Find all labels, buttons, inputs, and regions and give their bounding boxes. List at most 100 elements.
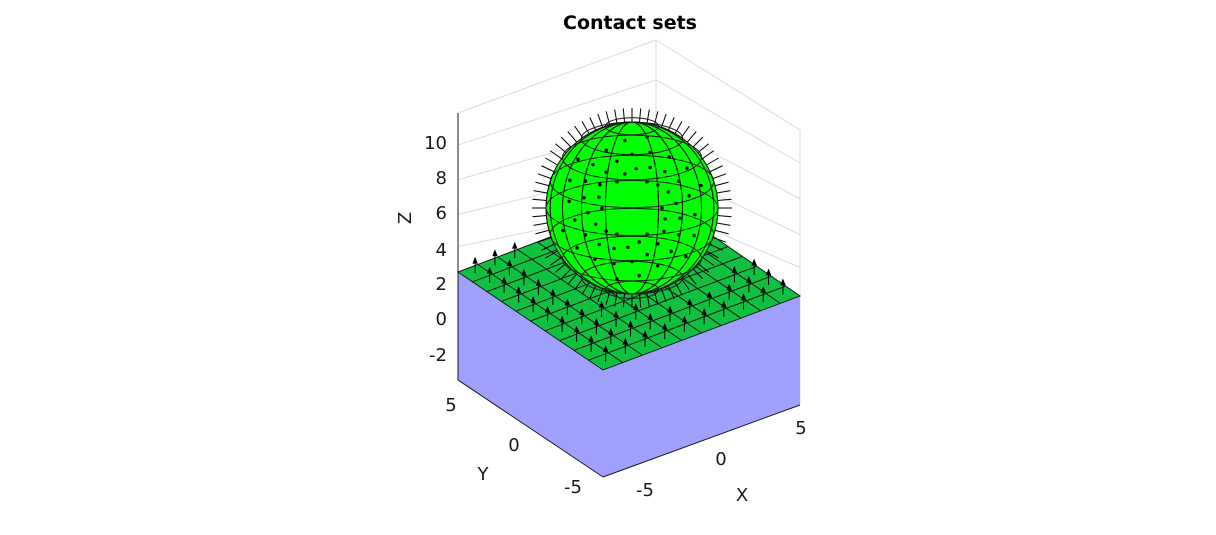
z-tick-label: 0 bbox=[436, 309, 447, 330]
normal-dot bbox=[666, 190, 670, 194]
sphere bbox=[532, 108, 732, 308]
normal-dot bbox=[594, 222, 598, 226]
normal-arrowhead bbox=[613, 310, 619, 318]
normal-arrowhead bbox=[701, 308, 707, 315]
normal-dot bbox=[674, 201, 678, 206]
normal-dot bbox=[604, 170, 608, 174]
mesh-line bbox=[561, 134, 703, 181]
normal-arrow bbox=[622, 291, 626, 308]
z-tick-label: 10 bbox=[424, 133, 447, 154]
normal-arrow bbox=[667, 283, 675, 299]
normal-arrow bbox=[535, 229, 551, 235]
normal-dot bbox=[597, 195, 601, 199]
normal-dot bbox=[663, 217, 667, 221]
y-axis-line bbox=[457, 379, 604, 478]
normal-dot bbox=[575, 246, 579, 250]
normal-arrowhead bbox=[564, 298, 571, 306]
normal-arrowhead bbox=[642, 330, 648, 338]
normal-arrow bbox=[696, 143, 709, 155]
normal-dot bbox=[637, 240, 641, 244]
normal-dot bbox=[645, 135, 649, 139]
normal-arrow bbox=[581, 280, 591, 295]
normal-dot bbox=[593, 257, 597, 261]
y-tick-label: -5 bbox=[564, 477, 582, 498]
normal-arrowhead bbox=[535, 278, 542, 286]
normal-arrow bbox=[555, 143, 568, 155]
normal-dot bbox=[676, 179, 681, 183]
normal-arrow bbox=[714, 190, 731, 194]
normal-arrow bbox=[713, 229, 729, 235]
normal-dot bbox=[615, 159, 619, 164]
normal-arrow bbox=[533, 190, 550, 194]
normal-dot bbox=[634, 166, 638, 171]
mesh-line bbox=[604, 280, 660, 299]
normal-dot bbox=[687, 194, 691, 198]
normal-dot bbox=[600, 206, 604, 210]
normal-arrowhead bbox=[506, 259, 513, 266]
normal-dot bbox=[615, 232, 619, 236]
normal-dot bbox=[612, 261, 616, 266]
mesh-line bbox=[573, 275, 772, 351]
normal-arrow bbox=[638, 108, 642, 125]
chart-title: Contact sets bbox=[563, 12, 697, 34]
normal-arrowhead bbox=[731, 266, 738, 273]
x-tick-label: -5 bbox=[636, 480, 654, 501]
normal-arrow bbox=[581, 121, 591, 136]
x-axis-label: X bbox=[736, 485, 748, 506]
y-ticks: 5 0 -5 bbox=[445, 395, 582, 498]
normal-arrowhead bbox=[550, 288, 556, 296]
y-axis-label: Y bbox=[477, 464, 490, 485]
normal-dot bbox=[630, 260, 634, 264]
normal-arrow bbox=[535, 181, 551, 187]
normal-arrow bbox=[667, 117, 675, 133]
normal-arrowhead bbox=[559, 315, 565, 323]
sphere-mesh bbox=[545, 117, 719, 299]
normal-arrowhead bbox=[608, 327, 614, 335]
sphere-normals bbox=[561, 135, 703, 281]
normal-arrowhead bbox=[706, 290, 713, 298]
x-ticks: -5 0 5 bbox=[636, 418, 807, 501]
normal-dot bbox=[583, 233, 588, 237]
normal-dot bbox=[669, 249, 673, 254]
normal-arrowhead bbox=[622, 337, 629, 345]
normal-arrowhead bbox=[681, 315, 688, 323]
y-tick-label: 0 bbox=[508, 435, 519, 456]
normal-arrow bbox=[715, 198, 732, 202]
normal-dot bbox=[662, 229, 666, 233]
normal-dot bbox=[586, 210, 590, 215]
normal-arrowhead bbox=[746, 275, 752, 283]
normal-arrowhead bbox=[760, 285, 766, 293]
normal-dot bbox=[582, 196, 586, 200]
normal-arrow bbox=[704, 249, 719, 259]
normal-dot bbox=[568, 178, 572, 183]
normal-arrowhead bbox=[515, 286, 522, 294]
normal-arrowhead bbox=[602, 345, 609, 352]
normal-arrow bbox=[700, 150, 715, 161]
normal-arrow bbox=[532, 214, 549, 218]
normal-dot bbox=[604, 229, 608, 234]
normal-arrow bbox=[574, 125, 585, 140]
normal-dot bbox=[597, 242, 601, 247]
normal-arrowhead bbox=[686, 298, 693, 306]
normal-arrowhead bbox=[726, 283, 732, 291]
normal-dot bbox=[604, 148, 608, 152]
normal-dot bbox=[685, 166, 689, 170]
normal-arrow bbox=[660, 113, 667, 130]
grid-line bbox=[655, 79, 801, 164]
x-axis-line bbox=[602, 404, 801, 478]
normal-arrow bbox=[685, 131, 697, 144]
normal-arrow bbox=[685, 272, 697, 285]
normal-arrow bbox=[622, 108, 626, 125]
normal-arrowhead bbox=[544, 305, 551, 313]
normal-dot bbox=[626, 245, 630, 250]
normal-arrow bbox=[704, 157, 719, 167]
normal-arrowhead bbox=[472, 256, 478, 264]
normal-arrow bbox=[696, 261, 709, 273]
normal-arrow bbox=[715, 214, 732, 218]
x-tick-label: 5 bbox=[795, 418, 806, 439]
normal-arrow bbox=[545, 249, 560, 259]
normal-arrow bbox=[714, 222, 731, 226]
normal-arrowhead bbox=[588, 335, 594, 343]
normal-arrow bbox=[545, 157, 560, 167]
